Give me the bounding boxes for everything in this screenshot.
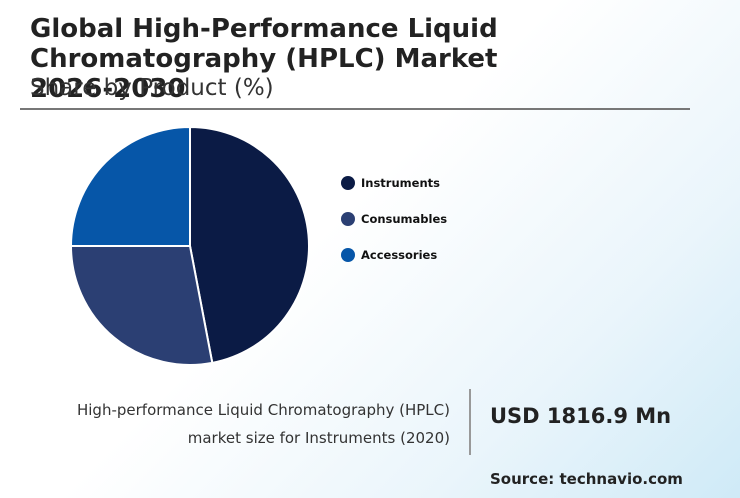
source-credit: Source: technavio.com xyxy=(490,470,683,488)
pie-slice-consumables xyxy=(69,245,214,366)
legend-label: Consumables xyxy=(361,212,448,226)
chart-subtitle: Share by Product (%) xyxy=(30,75,274,101)
legend-swatch xyxy=(341,248,355,262)
legend-item-accessories: Accessories xyxy=(341,247,447,263)
pie-chart xyxy=(69,125,310,366)
footer-divider xyxy=(469,389,471,455)
header-divider xyxy=(20,108,690,110)
legend-item-consumables: Consumables xyxy=(341,211,447,227)
legend-label: Accessories xyxy=(361,248,438,262)
legend-swatch xyxy=(341,176,355,190)
chart-title: Global High-Performance Liquid Chromatog… xyxy=(30,14,498,104)
description-line-2: market size for Instruments (2020) xyxy=(187,429,450,447)
description-line-1: High-performance Liquid Chromatography (… xyxy=(76,401,450,419)
pie-slice-instruments xyxy=(189,125,310,365)
market-size-description: High-performance Liquid Chromatography (… xyxy=(20,396,450,452)
chart-legend: Instruments Consumables Accessories xyxy=(341,175,447,283)
pie-slice-accessories xyxy=(69,125,191,247)
legend-label: Instruments xyxy=(361,176,440,190)
market-size-value: USD 1816.9 Mn xyxy=(490,404,672,428)
legend-item-instruments: Instruments xyxy=(341,175,447,191)
legend-swatch xyxy=(341,212,355,226)
